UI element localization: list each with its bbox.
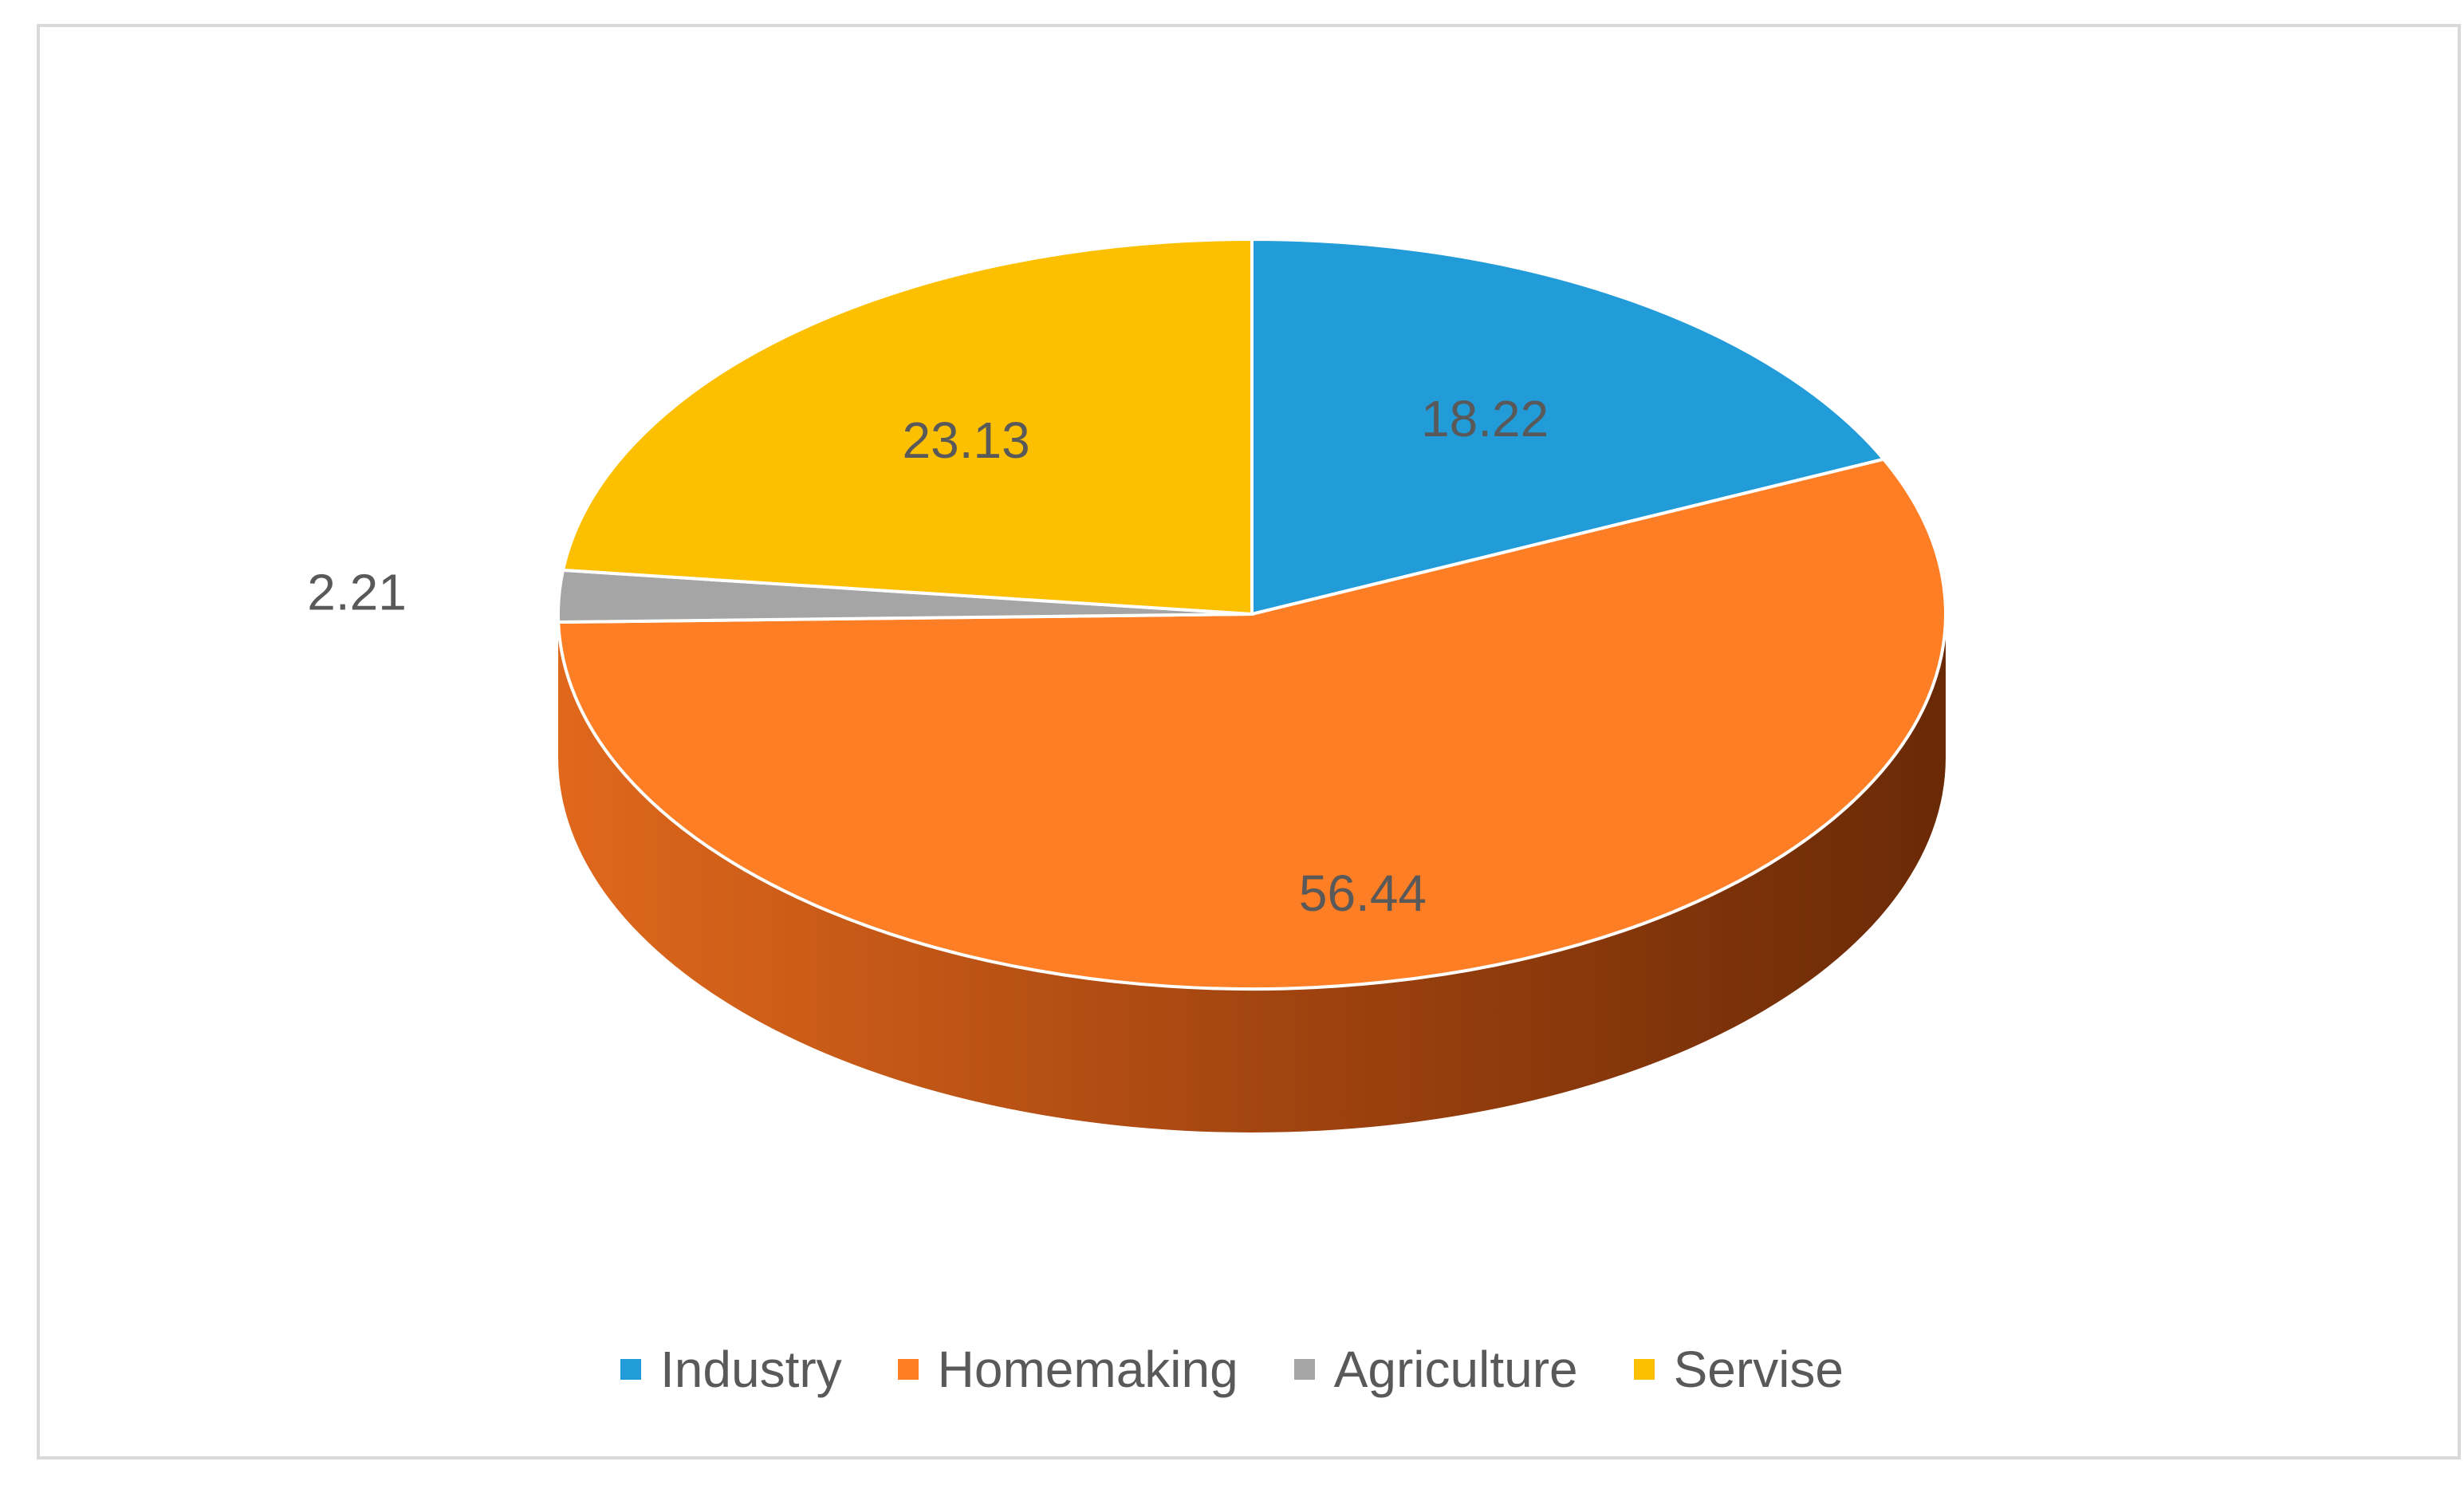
legend-item-homemaking: Homemaking [897,1340,1238,1399]
data-label-servise: 23.13 [903,412,1030,469]
data-label-agriculture: 2.21 [307,563,407,620]
legend-item-industry: Industry [620,1340,842,1399]
pie-side-wall [558,614,1946,1132]
pie-slice-servise [561,237,1254,616]
legend-swatch-industry [620,1359,641,1380]
legend-label-agriculture: Agriculture [1333,1341,1578,1398]
data-label-industry: 18.22 [1421,390,1549,447]
legend-item-servise: Servise [1633,1340,1844,1399]
pie-slice-homemaking [557,457,1947,991]
legend: Industry Homemaking Agriculture Servise [0,1340,2464,1399]
legend-label-industry: Industry [660,1341,842,1398]
legend-swatch-homemaking [897,1359,919,1380]
legend-item-agriculture: Agriculture [1293,1340,1578,1399]
legend-label-servise: Servise [1673,1341,1844,1398]
legend-swatch-agriculture [1293,1359,1315,1380]
data-label-homemaking: 56.44 [1299,865,1427,922]
legend-swatch-servise [1633,1359,1655,1380]
legend-label-homemaking: Homemaking [937,1341,1238,1398]
pie-slice-industry [1250,237,1887,616]
